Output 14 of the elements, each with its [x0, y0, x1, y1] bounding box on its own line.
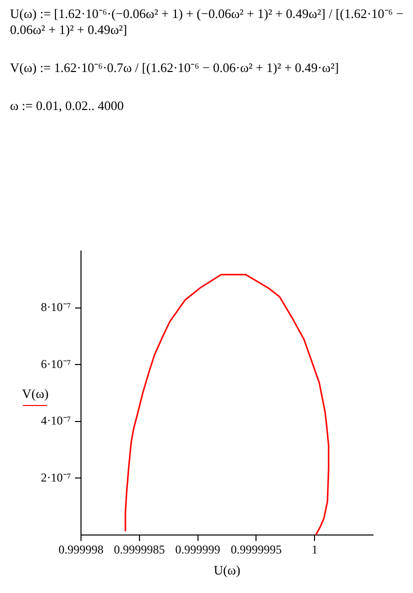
x-tick-label: 0.9999985 — [114, 542, 165, 556]
y-tick-label: 2·10⁻⁷ — [40, 470, 71, 484]
x-tick-label: 0.999998 — [58, 542, 104, 556]
text: V(ω) — [22, 386, 49, 402]
x-tick-label: 0.9999995 — [230, 542, 282, 556]
text: U(ω) := [1.62·10⁻⁶·(−0.06ω² + 1) + (−0.06ω² + 1)² + 0.49ω²] / [(1.62·10⁻⁶ − 0.06ω² + 1)² + 0.49ω²] — [10, 6, 404, 38]
x-tick-label: 1 — [312, 542, 318, 556]
x-axis-title: U(ω) — [214, 562, 240, 578]
y-tick-label: 8·10⁻⁷ — [40, 300, 71, 314]
text: ω := 0.01, 0.02.. 4000 — [10, 98, 125, 114]
y-tick-label: 4·10⁻⁷ — [40, 414, 71, 428]
x-tick-label: 0.999999 — [175, 542, 220, 556]
y-tick-label: 6·10⁻⁷ — [40, 356, 71, 371]
text: V(ω) := 1.62·10⁻⁶·0.7ω / [(1.62·10⁻⁶ − 0.06·ω² + 1)² + 0.49·ω²] — [10, 60, 340, 76]
